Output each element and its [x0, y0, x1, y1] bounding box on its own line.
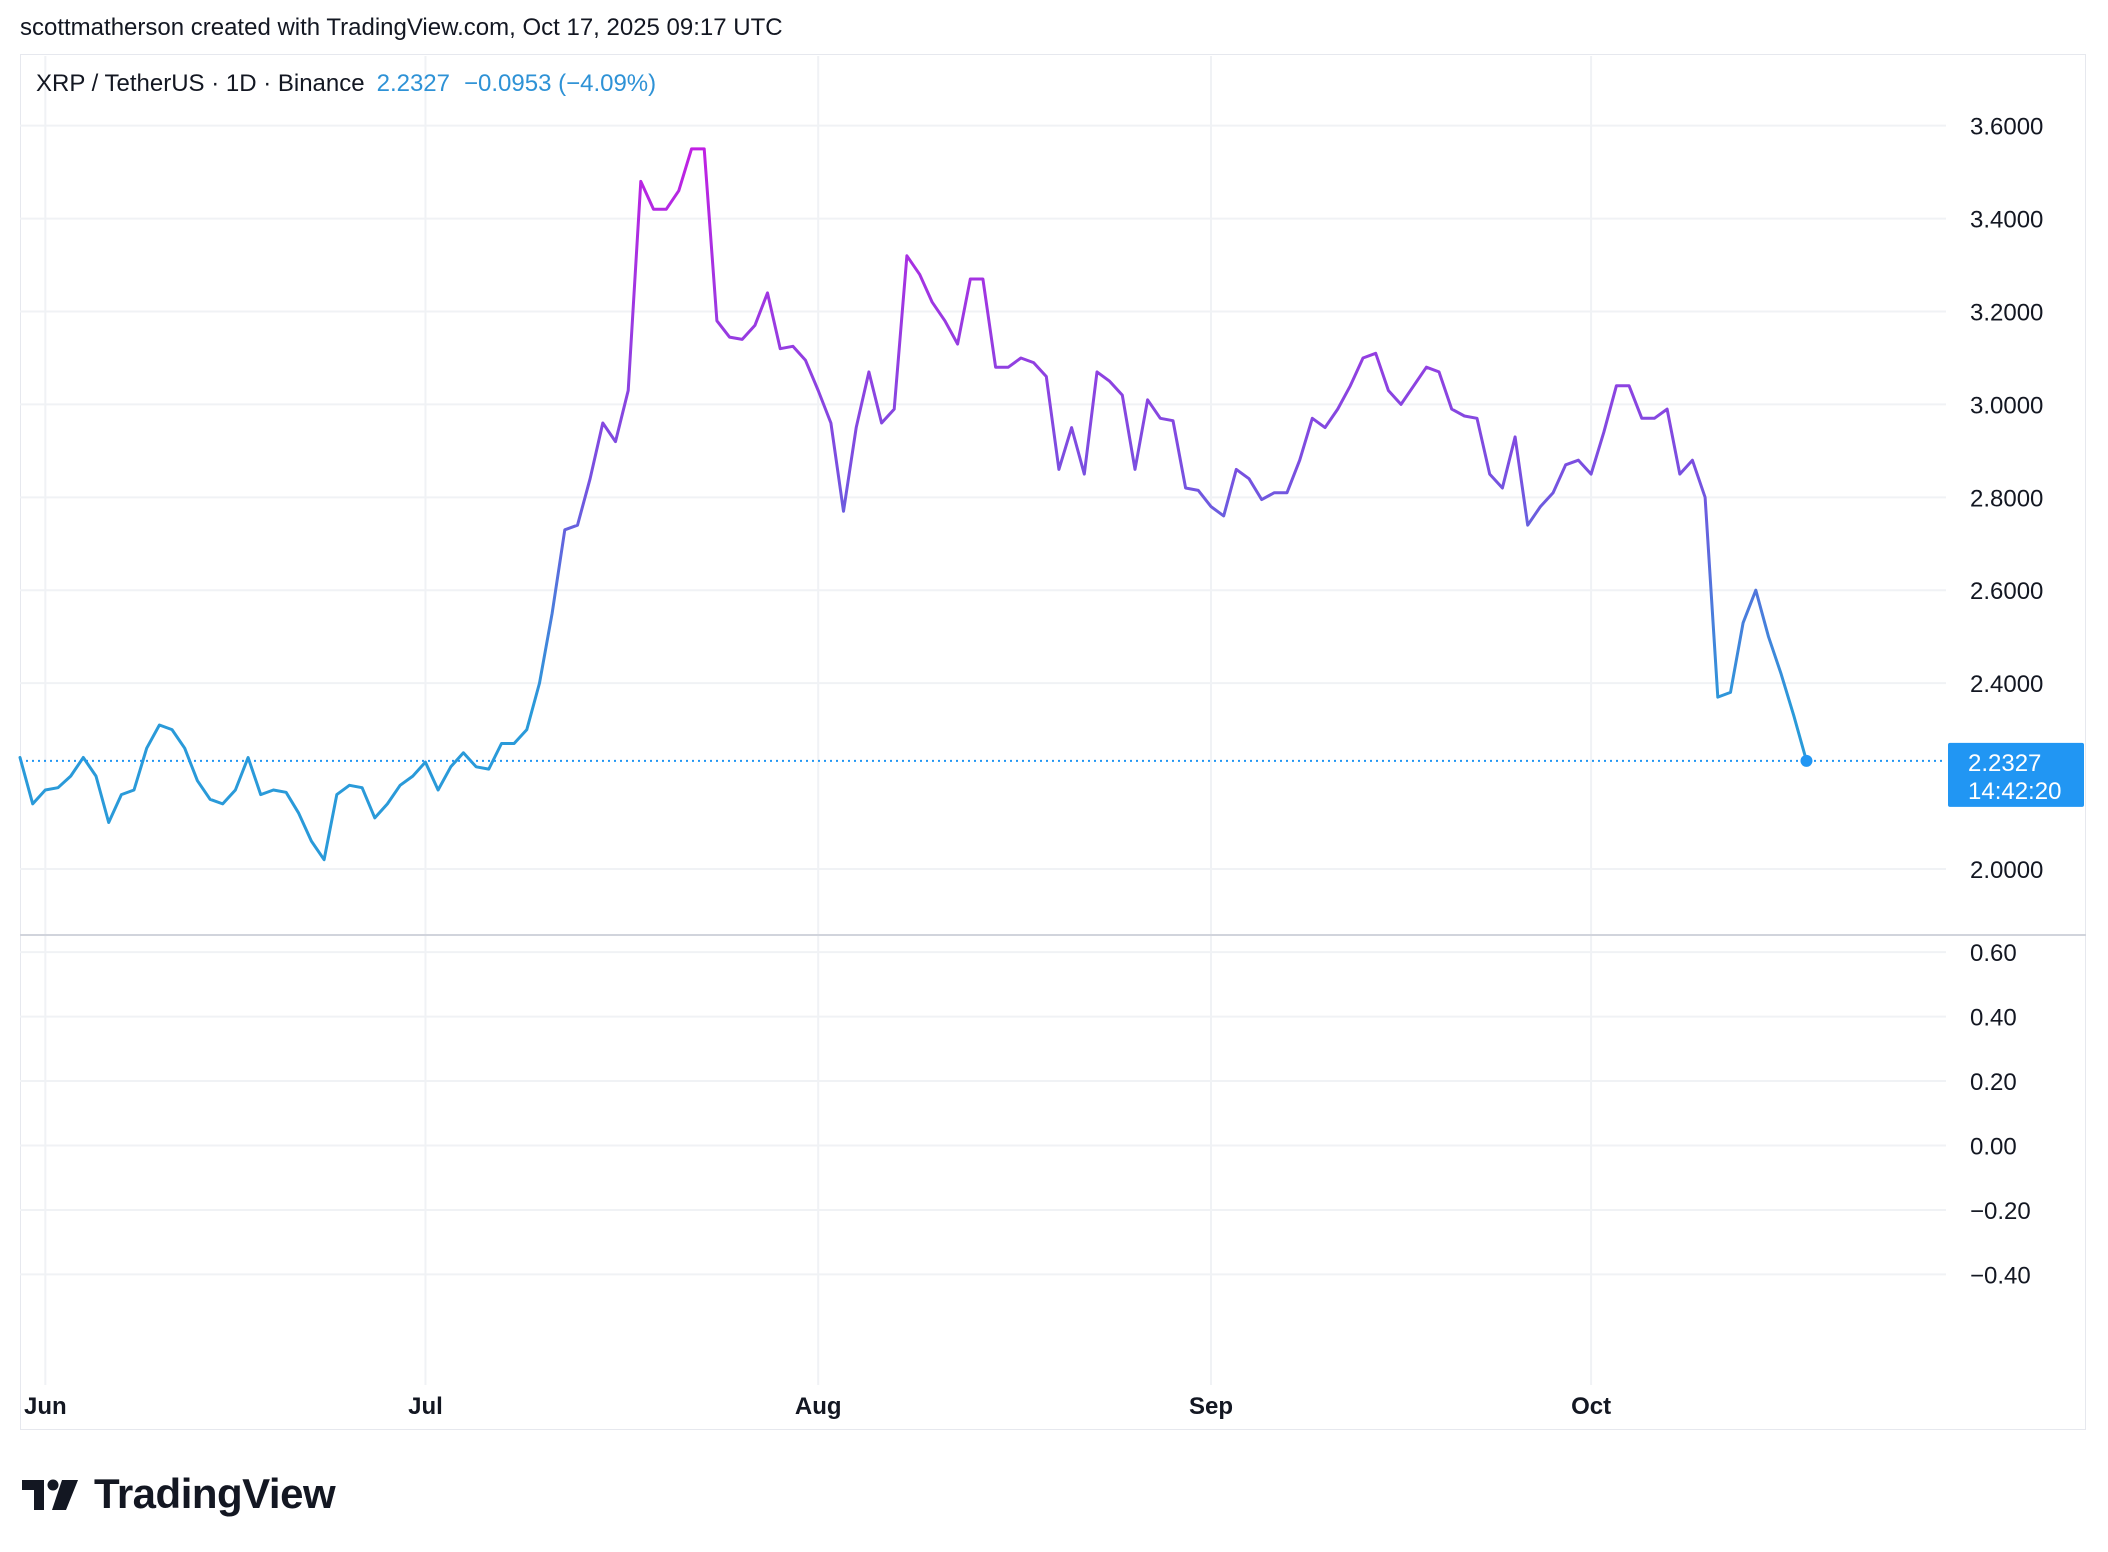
- y-tick-label: 2.6000: [1970, 578, 2043, 605]
- tradingview-wordmark: TradingView: [94, 1470, 336, 1517]
- y-tick-label: 3.4000: [1970, 207, 2043, 234]
- chart-frame[interactable]: [20, 54, 2086, 1430]
- last-price-badge-value: 2.2327: [1968, 750, 2041, 777]
- y-tick-label: 3.2000: [1970, 300, 2043, 327]
- x-tick-label: Jun: [24, 1393, 67, 1420]
- legend-symbol: XRP / TetherUS · 1D · Binance: [36, 70, 365, 97]
- last-price-badge-countdown: 14:42:20: [1968, 778, 2061, 805]
- indicator-y-tick-label: 0.40: [1970, 1005, 2017, 1032]
- price-line[interactable]: [18, 147, 1808, 862]
- y-tick-label: 2.4000: [1970, 671, 2043, 698]
- indicator-y-tick-label: −0.40: [1970, 1262, 2031, 1289]
- indicator-y-tick-label: 0.60: [1970, 940, 2017, 967]
- indicator-y-tick-label: 0.20: [1970, 1069, 2017, 1096]
- x-tick-label: Oct: [1571, 1393, 1611, 1420]
- indicator-y-tick-label: 0.00: [1970, 1134, 2017, 1161]
- legend-price: 2.2327: [376, 70, 450, 97]
- chart-attribution: scottmatherson created with TradingView.…: [20, 14, 783, 41]
- x-tick-label: Aug: [795, 1393, 842, 1420]
- x-tick-label: Sep: [1189, 1393, 1233, 1420]
- tradingview-brand[interactable]: TradingView: [22, 1470, 336, 1518]
- y-tick-label: 3.0000: [1970, 392, 2043, 419]
- chart-legend: XRP / TetherUS · 1D · Binance 2.2327 −0.09…: [36, 70, 656, 98]
- x-tick-label: Jul: [408, 1393, 443, 1420]
- y-tick-label: 3.6000: [1970, 114, 2043, 141]
- y-tick-label: 2.0000: [1970, 857, 2043, 884]
- last-price-dot[interactable]: [1800, 754, 1813, 767]
- legend-change: −0.0953 (−4.09%): [464, 70, 657, 97]
- y-tick-label: 2.8000: [1970, 485, 2043, 512]
- indicator-y-tick-label: −0.20: [1970, 1198, 2031, 1225]
- tradingview-logo-icon: [22, 1479, 78, 1510]
- last-price-badge: [1948, 742, 2084, 807]
